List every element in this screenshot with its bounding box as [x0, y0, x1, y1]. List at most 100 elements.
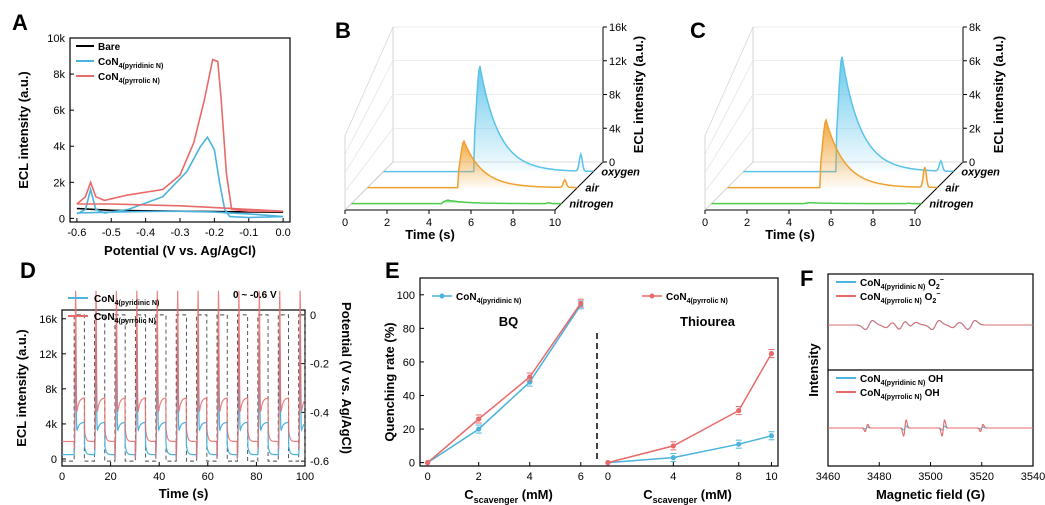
leg-sub2: 2	[932, 298, 936, 305]
series-line-a-2	[76, 58, 284, 212]
x-label-sub: scavenger	[474, 495, 519, 505]
series-line-oxygen	[383, 65, 594, 173]
panel-label-a: A	[12, 10, 28, 35]
panel-a-chart: 0 2k 4k 6k 8k 10k -0.6 -0.5 -0.4 -0.3 -0.2 -0.1 0.0 P…	[16, 33, 291, 258]
y-tick-label-d: 8k	[45, 384, 57, 396]
y-tick-label-a: 10k	[47, 33, 65, 45]
x-tick-label: 0	[702, 217, 708, 229]
leg-tail: O	[925, 278, 936, 289]
series-line-d-0	[62, 334, 306, 459]
y-axis-label-a: ECL intensity (a.u.)	[16, 71, 31, 189]
grid-left	[704, 60, 754, 155]
x-axis-label-f: Magnetic field (G)	[876, 487, 985, 502]
legend-item-e-sub: 4(pyridinic N)	[477, 298, 522, 305]
x-label-base: C	[464, 487, 474, 502]
panel-label-b: B	[335, 18, 351, 43]
series-line-nitrogen	[351, 199, 562, 205]
x-tick-label-e: 8	[736, 471, 742, 483]
leg-sub: 4(pyridinic N)	[881, 284, 926, 291]
leg-base: CoN	[860, 374, 881, 385]
series-area-oxygen	[743, 56, 954, 172]
series-area-air	[727, 120, 938, 188]
grid-left	[344, 161, 394, 211]
z-tick-label: 12k	[609, 56, 627, 68]
leg-sup: −	[936, 291, 940, 298]
leg-tail: OH	[925, 374, 943, 385]
plot-area-d	[61, 309, 306, 467]
data-point-e	[527, 374, 533, 380]
x-tick-label: 4	[426, 217, 432, 229]
x-label-base: C	[643, 487, 653, 502]
data-point-e	[736, 408, 742, 414]
x-tick-label-e: 4	[670, 471, 676, 483]
series-label-air: air	[585, 183, 599, 195]
panel-label-d: D	[20, 258, 36, 283]
x-axis-label: Time (s)	[765, 227, 815, 242]
data-point-e	[736, 441, 742, 447]
y-tick-label-e: 40	[403, 391, 415, 403]
z-tick-label: 2k	[969, 123, 981, 135]
x-axis-label-d: Time (s)	[159, 486, 209, 501]
x-tick-label: 8	[870, 217, 876, 229]
x-tick-label-a: -0.4	[136, 227, 155, 239]
x-tick-label-e: 6	[578, 471, 584, 483]
x-tick-label-e: 4	[527, 471, 533, 483]
panel-b-chart: 0 4k 8k 12k 16k ECL intensity (a.u.) 0 2 4 6 8 10 Ti…	[342, 22, 646, 242]
x-tick-label-e: 2	[476, 471, 482, 483]
series-line-e	[607, 353, 773, 464]
y2-tick-label-d: -0.6	[310, 456, 329, 468]
y-tick-label-d: 4k	[45, 419, 57, 431]
y-axis-label-e: Quenching rate (%)	[382, 322, 397, 441]
y-tick-label-a: 2k	[53, 177, 65, 189]
leg-sub2: 2	[936, 284, 940, 291]
x-label-unit: (mM)	[697, 487, 732, 502]
data-point-e	[476, 416, 482, 422]
data-point-e	[670, 443, 676, 449]
y2-tick-label-d: -0.2	[310, 359, 329, 371]
plot-area-e	[419, 277, 779, 467]
y-tick-label-d: 16k	[39, 314, 57, 326]
x-tick-label-a: 0.0	[275, 227, 290, 239]
series-line-a-1	[76, 135, 284, 219]
z-tick-label: 6k	[969, 56, 981, 68]
grid-left	[344, 128, 394, 192]
x-tick-label-f: 3540	[1021, 471, 1045, 483]
leg-base: CoN	[860, 292, 881, 303]
epr-o2-line-1	[828, 319, 1033, 331]
x-tick-label-a: -0.6	[67, 227, 86, 239]
y-tick-label-d: 12k	[39, 349, 57, 361]
grid-left	[704, 128, 754, 192]
leg-base: CoN	[860, 388, 881, 399]
series-label-oxygen: oxygen	[601, 167, 640, 179]
x-tick-label-a: -0.3	[171, 227, 190, 239]
x-axis-label-a: Potential (V vs. Ag/AgCl)	[104, 243, 256, 258]
x-tick-label-a: -0.5	[102, 227, 121, 239]
z-tick-label: 4k	[969, 90, 981, 102]
x-tick-label-d: 60	[202, 471, 214, 483]
x-tick-label: 6	[828, 217, 834, 229]
x-tick-label: 2	[744, 217, 750, 229]
x-tick-label-d: 100	[296, 471, 314, 483]
x-tick-label-d: 0	[59, 471, 65, 483]
panel-label-e: E	[385, 258, 400, 283]
series-label-oxygen: oxygen	[961, 167, 1000, 179]
data-point-e	[527, 379, 533, 385]
z-tick-label: 8k	[609, 90, 621, 102]
series-line-air	[727, 117, 938, 189]
leg-tail: OH	[922, 388, 940, 399]
annotation-d: 0 ~ -0.6 V	[233, 290, 277, 301]
y-axis-label-d: ECL intensity (a.u.)	[14, 329, 29, 447]
legend-item-a-sub: 4(pyrrolic N)	[119, 78, 160, 85]
x-tick-label-a: -0.1	[239, 227, 258, 239]
data-point-e	[768, 350, 775, 357]
z-tick-label: 4k	[609, 123, 621, 135]
legend-item-d: CoN4(pyrrolic N)	[94, 312, 156, 325]
x-tick-label-f: 3460	[816, 471, 840, 483]
legend-item-d-sub: 4(pyridinic N)	[115, 300, 160, 307]
x-tick-label: 10	[549, 217, 561, 229]
legend-item-a: CoN4(pyridinic N)	[98, 57, 163, 70]
x-tick-label-f: 3520	[970, 471, 994, 483]
data-point-e	[605, 460, 611, 466]
z-tick-label: 0	[609, 157, 615, 169]
